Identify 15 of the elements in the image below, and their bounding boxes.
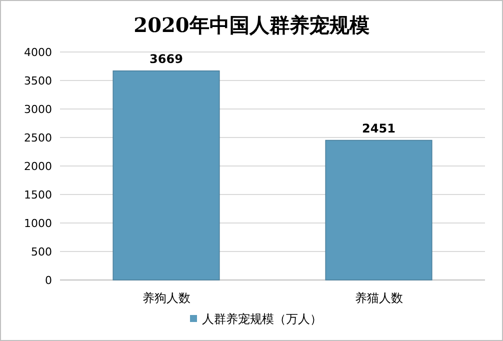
y-tick-label: 3500 (24, 74, 52, 88)
legend-label: 人群养宠规模（万人） (202, 312, 322, 326)
y-tick-label: 500 (31, 246, 52, 258)
x-tick-label: 养狗人数 (142, 291, 190, 305)
y-tick-label: 1000 (24, 217, 52, 230)
data-label: 3669 (150, 52, 183, 66)
y-tick-label: 1500 (24, 188, 52, 202)
y-tick-label: 2500 (24, 132, 52, 144)
y-tick-label: 2000 (24, 160, 52, 173)
x-tick-label: 养猫人数 (354, 291, 403, 305)
y-tick-label: 3000 (24, 103, 52, 116)
chart-title: 2020年中国人群养宠规模 (134, 13, 370, 37)
y-tick-label: 0 (45, 274, 52, 287)
y-tick-label: 4000 (24, 46, 52, 59)
data-label: 2451 (362, 121, 396, 136)
